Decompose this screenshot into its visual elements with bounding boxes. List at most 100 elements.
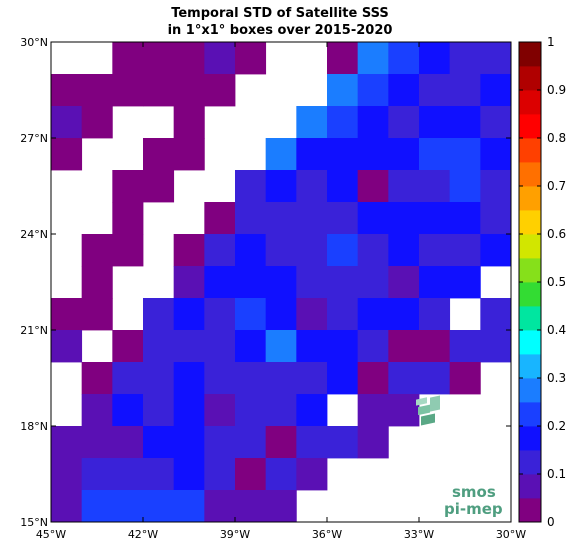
- colorbar-segment: [519, 186, 541, 211]
- heatmap-cell: [357, 266, 389, 299]
- heatmap-cell: [449, 266, 481, 299]
- heatmap-cell: [265, 458, 297, 491]
- colorbar-segment: [519, 66, 541, 91]
- heatmap-cell: [327, 202, 359, 235]
- heatmap-cell: [480, 234, 512, 267]
- y-tick-label: 24°N: [20, 228, 48, 241]
- heatmap-cell: [81, 266, 113, 299]
- heatmap-cell: [388, 266, 420, 299]
- colorbar-tick-label: 0.7: [547, 179, 566, 193]
- heatmap-cell: [327, 266, 359, 299]
- heatmap-cell: [81, 394, 113, 427]
- heatmap-cell: [81, 74, 113, 107]
- heatmap-cell: [173, 458, 205, 491]
- heatmap-cell: [296, 298, 328, 331]
- heatmap-cell: [357, 138, 389, 171]
- heatmap-cell: [173, 266, 205, 299]
- heatmap-cell: [51, 426, 83, 459]
- heatmap-cell: [449, 170, 481, 203]
- heatmap-cell: [173, 74, 205, 107]
- colorbar-tick-label: 0.3: [547, 371, 566, 385]
- heatmap-cell: [480, 106, 512, 139]
- colorbar-segment: [519, 450, 541, 475]
- heatmap-cell: [204, 42, 236, 75]
- heatmap-cell: [296, 394, 328, 427]
- heatmap-cell: [143, 458, 175, 491]
- heatmap-cell: [357, 298, 389, 331]
- smos-pimep-logo: smos pi-mep: [416, 395, 503, 518]
- heatmap-cell: [388, 298, 420, 331]
- heatmap-cell: [327, 298, 359, 331]
- heatmap-cell: [388, 202, 420, 235]
- heatmap-cell: [112, 170, 144, 203]
- heatmap-cell: [357, 426, 389, 459]
- colorbar-tick-label: 0.5: [547, 275, 566, 289]
- heatmap-cell: [296, 266, 328, 299]
- heatmap-cell: [143, 394, 175, 427]
- heatmap-cell: [204, 362, 236, 395]
- y-tick-label: 30°N: [20, 36, 48, 49]
- heatmap-cell: [51, 330, 83, 363]
- colorbar-tick-label: 1: [547, 35, 555, 49]
- heatmap-cell: [112, 234, 144, 267]
- heatmap-cell: [173, 490, 205, 523]
- colorbar-tick-label: 0.4: [547, 323, 566, 337]
- heatmap-cell: [419, 330, 451, 363]
- heatmap-cell: [235, 202, 267, 235]
- heatmap-cell: [173, 362, 205, 395]
- heatmap-cell: [296, 106, 328, 139]
- heatmap-cell: [204, 330, 236, 363]
- colorbar-segment: [519, 42, 541, 67]
- heatmap-cell: [143, 330, 175, 363]
- logo-text-line-1: smos: [452, 483, 496, 501]
- heatmap-cell: [204, 490, 236, 523]
- heatmap-cell: [265, 202, 297, 235]
- heatmap-cell: [419, 106, 451, 139]
- heatmap-cell: [449, 362, 481, 395]
- y-tick-label: 18°N: [20, 420, 48, 433]
- heatmap-cell: [480, 298, 512, 331]
- heatmap-cell: [81, 490, 113, 523]
- colorbar-segment: [519, 498, 541, 523]
- heatmap-cell: [112, 426, 144, 459]
- colorbar: [519, 42, 541, 523]
- heatmap-cell: [112, 394, 144, 427]
- colorbar-segment: [519, 90, 541, 115]
- heatmap-cell: [419, 170, 451, 203]
- colorbar-tick-label: 0.1: [547, 467, 566, 481]
- heatmap-cell: [265, 426, 297, 459]
- heatmap-cell: [235, 458, 267, 491]
- heatmap-cell: [480, 202, 512, 235]
- heatmap-cell: [388, 106, 420, 139]
- heatmap-cell: [480, 138, 512, 171]
- heatmap-cell: [388, 330, 420, 363]
- heatmap-cell: [449, 234, 481, 267]
- colorbar-segment: [519, 474, 541, 499]
- heatmap-cell: [419, 74, 451, 107]
- heatmap-cell: [327, 330, 359, 363]
- colorbar-tick-label: 0: [547, 515, 555, 529]
- colorbar-segment: [519, 234, 541, 259]
- x-tick-label: 39°W: [220, 528, 250, 541]
- heatmap-cell: [235, 490, 267, 523]
- heatmap-cell: [419, 234, 451, 267]
- heatmap-cell: [81, 426, 113, 459]
- heatmap-cell: [204, 74, 236, 107]
- heatmap-cell: [357, 74, 389, 107]
- heatmap-cell: [173, 330, 205, 363]
- heatmap-cell: [265, 394, 297, 427]
- heatmap-cell: [112, 330, 144, 363]
- map-frame: [50, 41, 512, 523]
- heatmap-cell: [419, 138, 451, 171]
- heatmap-cell: [296, 202, 328, 235]
- heatmap-cell: [327, 426, 359, 459]
- heatmap-cell: [296, 138, 328, 171]
- heatmap-cell: [449, 106, 481, 139]
- colorbar-segment: [519, 426, 541, 451]
- heatmap-cells: [51, 42, 512, 523]
- heatmap-cell: [265, 490, 297, 523]
- heatmap-cell: [357, 106, 389, 139]
- heatmap-cell: [449, 330, 481, 363]
- x-tick-label: 30°W: [496, 528, 526, 541]
